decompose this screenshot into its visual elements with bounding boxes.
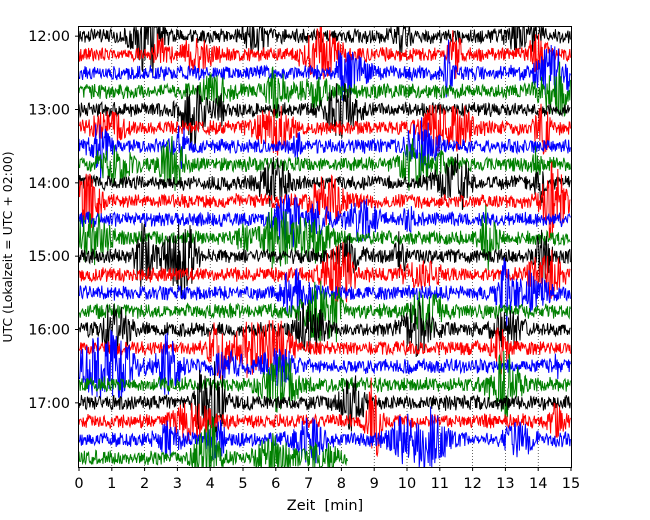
y-tick-label: 13:00 — [28, 103, 70, 119]
x-tick-label: 9 — [370, 476, 379, 492]
x-tick-label: 8 — [337, 476, 346, 492]
x-tick-label: 2 — [140, 476, 149, 492]
trace-line-1645 — [78, 350, 571, 420]
trace-line-1730 — [78, 406, 571, 468]
x-tick-label: 6 — [271, 476, 280, 492]
trace-line-1200 — [78, 25, 571, 76]
trace-line-1400 — [78, 153, 571, 211]
trace-line-1445 — [78, 204, 571, 271]
trace-line-1230 — [78, 39, 571, 101]
x-tick-label: 7 — [304, 476, 313, 492]
trace-line-1415 — [78, 161, 571, 240]
y-tick-label: 17:00 — [28, 396, 70, 412]
y-tick-label: 12:00 — [28, 29, 70, 45]
x-tick-label: 14 — [529, 476, 547, 492]
x-tick-label: 4 — [206, 476, 215, 492]
x-tick-label: 1 — [107, 476, 116, 492]
trace-line-1630 — [78, 329, 571, 399]
trace-line-1545 — [78, 280, 571, 343]
trace-line-1300 — [78, 83, 571, 146]
trace-line-1515 — [78, 241, 571, 307]
x-tick-label: 0 — [74, 476, 83, 492]
trace-line-1500 — [78, 222, 571, 300]
trace-line-1245 — [78, 61, 571, 119]
x-tick-label: 5 — [238, 476, 247, 492]
y-axis-ticks: 12:00 13:00 14:00 15:00 16:00 17:00 — [28, 29, 79, 412]
trace-layer — [78, 25, 571, 469]
plot-frame — [78, 26, 572, 468]
x-tick-label: 12 — [463, 476, 481, 492]
x-tick-label: 3 — [173, 476, 182, 492]
trace-line-1315 — [78, 103, 571, 156]
trace-line-1330 — [78, 117, 571, 179]
x-tick-label: 11 — [431, 476, 449, 492]
trace-line-1530 — [78, 257, 571, 328]
x-axis-label: Zeit [min] — [287, 498, 363, 514]
y-tick-label: 14:00 — [28, 176, 70, 192]
trace-line-1615 — [78, 320, 571, 382]
y-tick-label: 15:00 — [28, 249, 70, 265]
trace-line-1700 — [78, 361, 571, 441]
y-axis-label: UTC (Lokalzeit = UTC + 02:00) — [0, 151, 15, 342]
y-tick-label: 16:00 — [28, 323, 70, 339]
x-tick-label: 13 — [496, 476, 514, 492]
x-tick-label: 10 — [398, 476, 416, 492]
trace-line-1215 — [78, 26, 571, 80]
x-axis-ticks: 0 1 2 3 4 5 6 7 8 9 10 11 12 13 14 15 — [74, 467, 580, 492]
trace-line-1745 — [78, 415, 349, 469]
trace-line-1430 — [78, 194, 571, 248]
trace-line-1715 — [78, 377, 571, 458]
trace-line-1345 — [78, 135, 571, 191]
trace-line-1600 — [79, 299, 571, 358]
x-tick-label: 15 — [562, 476, 580, 492]
